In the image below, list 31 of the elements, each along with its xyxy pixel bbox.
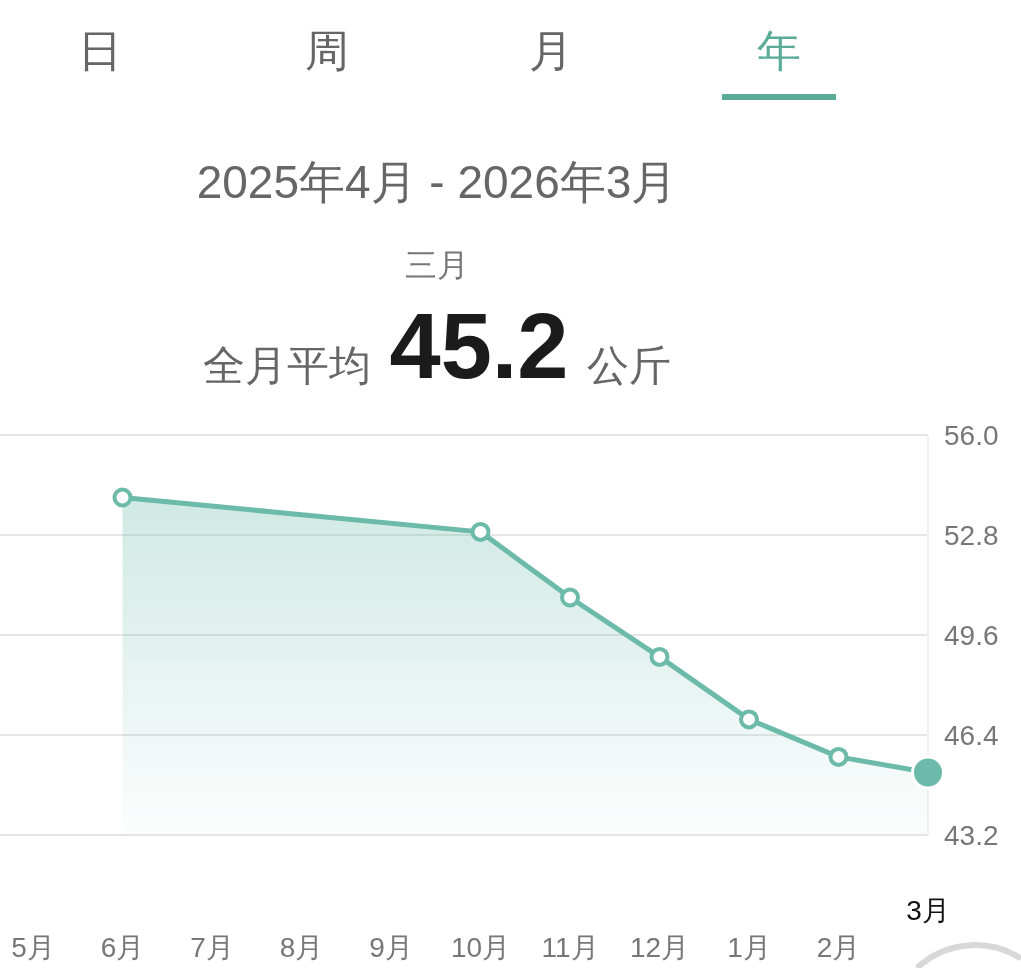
x-tick-label: 12月 <box>629 932 690 963</box>
point <box>470 521 491 542</box>
tab-label: 日 <box>78 26 122 75</box>
x-tick-label: 10月 <box>450 932 511 963</box>
x-tick-label: 3月 <box>906 895 950 926</box>
x-tick-label: 6月 <box>100 932 145 963</box>
chart-title: 2025年4月 - 2026年3月 <box>196 156 678 208</box>
x-tick-label: 9月 <box>369 932 413 963</box>
point <box>560 587 580 608</box>
tab-label: 周 <box>305 26 349 75</box>
text: 全月平均 <box>203 342 372 389</box>
y-tick-label: 43.2 <box>944 820 999 851</box>
text: 公斤 <box>586 342 671 389</box>
point <box>828 746 849 767</box>
tab-label: 月 <box>529 26 573 75</box>
point <box>649 646 670 667</box>
x-tick-label: 1月 <box>727 932 771 963</box>
x-tick-label: 5月 <box>11 932 55 963</box>
point <box>112 487 133 508</box>
y-tick-label: 52.8 <box>944 520 999 551</box>
chart-subtitle: 三月 <box>405 247 469 283</box>
x-tick-label: 11月 <box>541 932 599 963</box>
x-tick-label: 2月 <box>816 932 861 963</box>
x-tick-label: 7月 <box>190 932 234 963</box>
y-tick-label: 46.4 <box>944 720 999 751</box>
point <box>739 709 759 730</box>
y-tick-label: 56.0 <box>944 420 999 451</box>
y-tick-label: 49.6 <box>944 620 999 651</box>
x-tick-label: 8月 <box>279 932 324 963</box>
tab-label: 年 <box>757 26 801 75</box>
text: 45.2 <box>389 295 569 397</box>
